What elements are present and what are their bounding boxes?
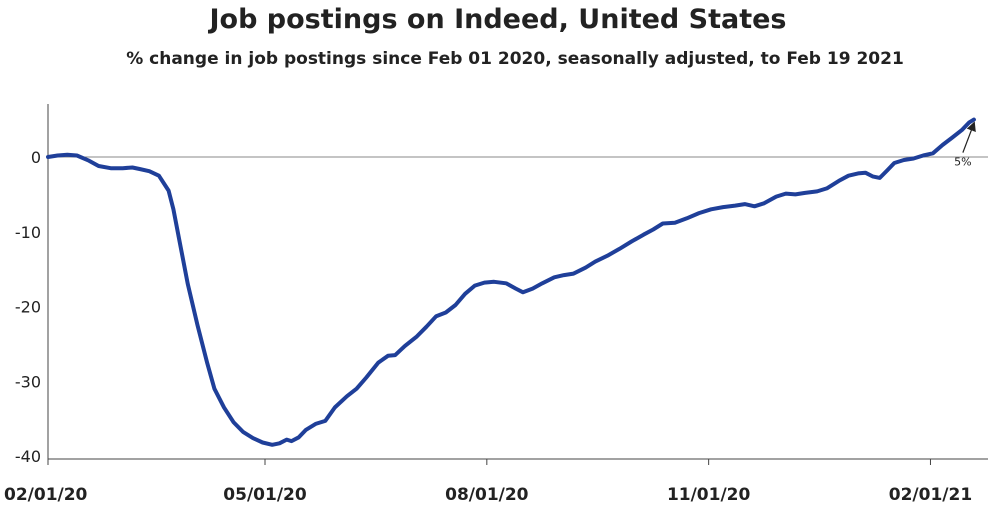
chart-title: Job postings on Indeed, United States xyxy=(209,4,787,35)
x-tick-label: 11/01/20 xyxy=(667,485,751,505)
tick-labels: 0 -10 -20 -30 -40 02/01/20 05/01/20 08/01/20 11/… xyxy=(4,148,972,505)
chart-subtitle: % change in job postings since Feb 01 20… xyxy=(126,49,904,69)
x-tick-label: 02/01/21 xyxy=(889,485,972,505)
x-tick-label: 05/01/20 xyxy=(223,485,307,505)
annotations: 5% xyxy=(954,121,976,169)
y-tick-label: 0 xyxy=(31,148,41,167)
annotation-label: 5% xyxy=(954,156,971,169)
x-tick-label: 02/01/20 xyxy=(4,485,88,505)
series-line xyxy=(46,117,976,447)
y-tick-label: -10 xyxy=(15,223,41,242)
y-tick-label: -40 xyxy=(15,447,41,466)
y-tick-label: -20 xyxy=(15,298,41,317)
y-tick-label: -30 xyxy=(15,372,41,391)
x-tick-label: 08/01/20 xyxy=(445,485,529,505)
series xyxy=(46,117,976,447)
axes xyxy=(47,104,988,465)
annotation-arrow xyxy=(962,121,976,153)
